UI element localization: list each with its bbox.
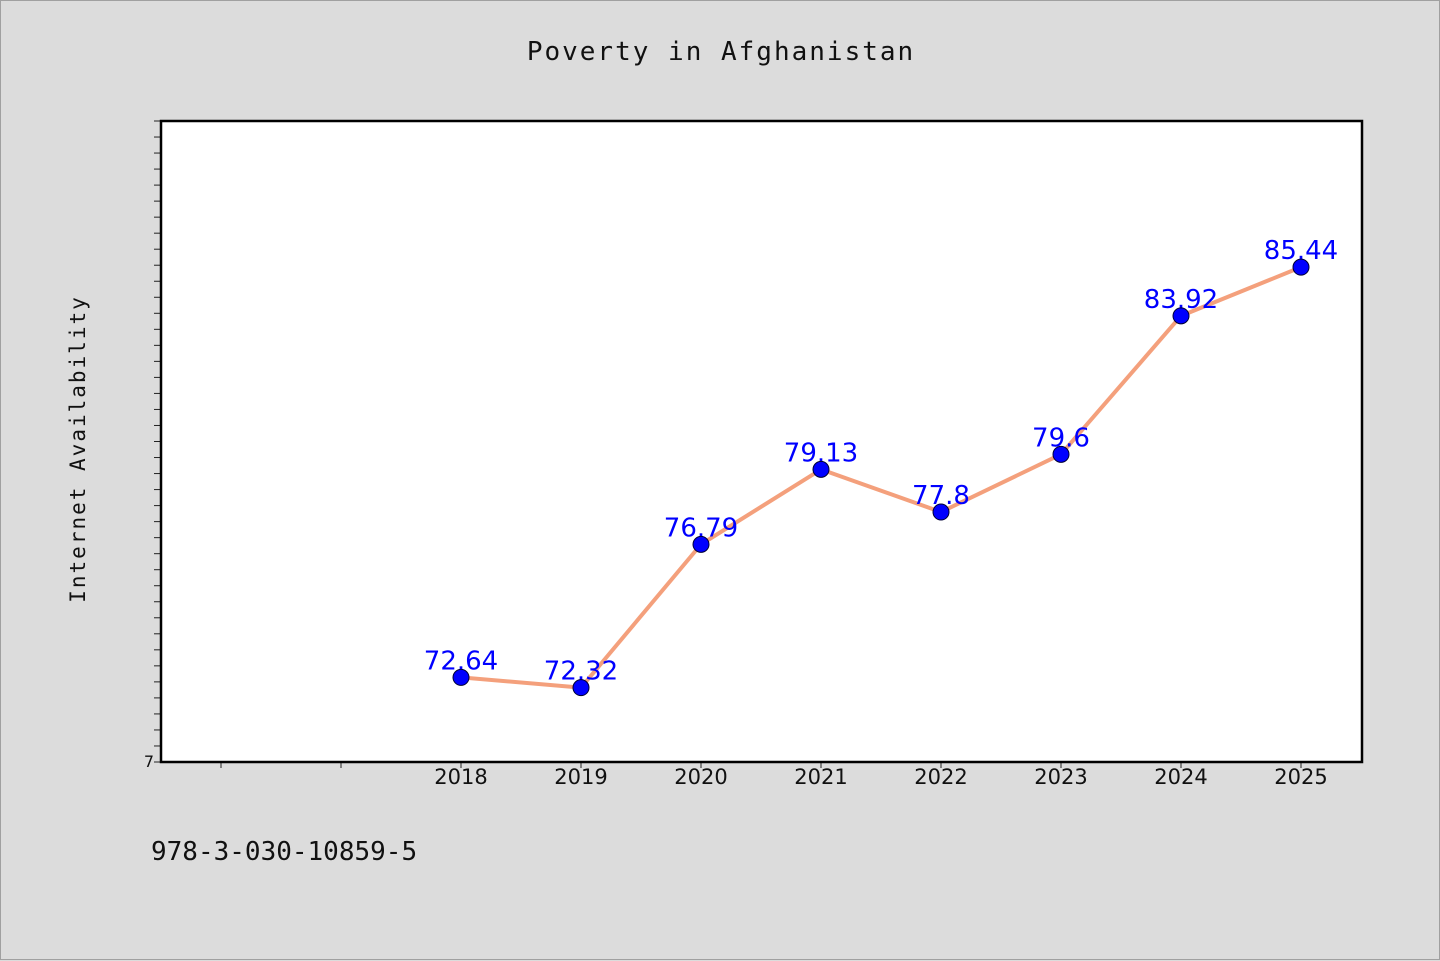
- data-point: [452, 668, 470, 686]
- isbn-footer: 978-3-030-10859-5: [151, 837, 418, 867]
- x-tick-label: 2021: [794, 765, 847, 789]
- x-tick-label: 2022: [914, 765, 967, 789]
- data-point: [692, 535, 710, 553]
- y-tick-label: 7: [144, 752, 154, 771]
- x-tick-label: 2025: [1274, 765, 1327, 789]
- x-tick-label: 2018: [434, 765, 487, 789]
- x-tick-label: 2020: [674, 765, 727, 789]
- series-line: [460, 265, 1302, 690]
- data-point: [1172, 307, 1190, 325]
- data-point: [1292, 258, 1310, 276]
- data-point: [1052, 445, 1070, 463]
- x-tick-label: 2023: [1034, 765, 1087, 789]
- plot-frame: [159, 119, 1364, 764]
- data-point: [932, 503, 950, 521]
- x-tick-label: 2019: [554, 765, 607, 789]
- data-point: [812, 460, 830, 478]
- data-point: [572, 679, 590, 697]
- chart-title: Poverty in Afghanistan: [526, 37, 916, 67]
- plot-area: [161, 121, 1362, 762]
- x-tick-label: 2024: [1154, 765, 1207, 789]
